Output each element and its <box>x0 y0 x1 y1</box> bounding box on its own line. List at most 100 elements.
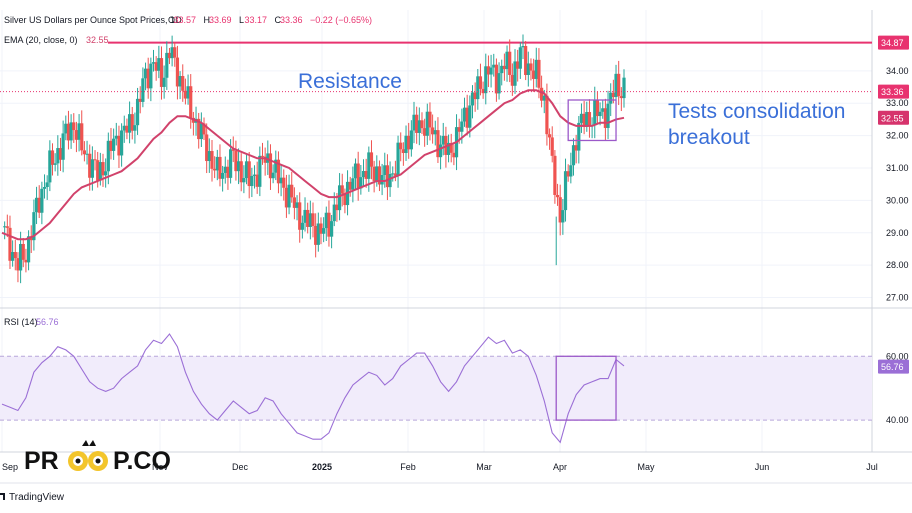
time-axis[interactable]: Sep Nov Dec 2025 Feb Mar Apr May Jun Jul <box>2 462 878 472</box>
candle-body <box>82 150 87 155</box>
candle-body <box>300 222 304 230</box>
candle-body <box>415 114 419 133</box>
rsi-value-badge-text: 56.76 <box>881 362 904 372</box>
candle-body <box>478 76 483 89</box>
time-tick-label: Jun <box>755 462 770 472</box>
candle-body <box>159 58 164 87</box>
candle-body <box>213 168 217 171</box>
candle-body <box>56 148 60 164</box>
candle-body <box>42 187 47 189</box>
consolidation-box <box>567 99 617 142</box>
candle-body <box>545 95 549 135</box>
candle-body <box>223 166 227 173</box>
candle-body <box>598 111 602 117</box>
candle-body <box>452 152 456 158</box>
candle-body <box>106 140 110 172</box>
tradingview-brand[interactable]: TradingView <box>9 492 65 503</box>
rsi-legend-label[interactable]: RSI (14) <box>4 317 38 327</box>
candle-body <box>348 181 352 190</box>
candle-body <box>524 46 528 76</box>
rsi-band <box>0 355 872 421</box>
candle-body <box>446 142 451 155</box>
candle-body <box>518 47 522 69</box>
candle-body <box>125 125 129 133</box>
ema-legend-value: 32.55 <box>86 35 109 45</box>
candle-body <box>271 172 275 179</box>
candle-body <box>335 204 339 211</box>
candle-body <box>26 236 31 263</box>
candle-body <box>279 177 283 184</box>
candle-body <box>574 145 578 151</box>
candle-body <box>85 153 89 155</box>
candle-body <box>367 152 371 179</box>
price-tick-label: 27.00 <box>886 293 909 303</box>
candle-body <box>276 159 281 184</box>
candle-body <box>563 171 568 211</box>
rsi-line <box>1 333 625 444</box>
candle-body <box>143 68 148 79</box>
ohlc-part: H <box>204 15 211 25</box>
candle-body <box>138 98 142 102</box>
ema-legend-label[interactable]: EMA (20, close, 0) <box>4 35 78 45</box>
candle-body <box>388 173 392 188</box>
price-badge-text: 32.55 <box>881 113 904 123</box>
candle-body <box>284 187 289 208</box>
candle-body <box>69 122 73 141</box>
price-badge <box>878 35 909 50</box>
candle-body <box>431 127 435 135</box>
candle-body <box>359 177 363 189</box>
candle-body <box>178 76 182 87</box>
candle-body <box>465 107 469 128</box>
candle-body <box>337 185 342 211</box>
price-axis[interactable]: 34.00 33.00 32.00 31.00 30.00 29.00 28.00 27.00 <box>886 66 909 303</box>
candle-body <box>343 193 347 206</box>
candle-body <box>306 209 310 227</box>
time-tick-label: Feb <box>400 462 416 472</box>
candle-body <box>316 223 320 245</box>
candle-body <box>595 99 600 117</box>
candle-body <box>88 153 92 178</box>
ema-line <box>1 89 625 241</box>
candle-body <box>154 62 158 71</box>
candle-body <box>167 52 172 59</box>
candle-body <box>470 92 475 106</box>
candle-body <box>401 149 405 154</box>
candle-body <box>80 123 84 151</box>
candle-body <box>228 149 233 178</box>
time-tick-label: Sep <box>2 462 18 472</box>
candle-body <box>32 212 36 241</box>
candle-body <box>16 258 20 271</box>
candle-body <box>199 123 203 140</box>
price-labels: 34.87 33.36 32.55 <box>878 35 909 125</box>
candle-body <box>521 46 525 48</box>
price-tick-label: 32.00 <box>886 131 909 141</box>
logo-text-right: P.CO <box>113 447 171 475</box>
candle-body <box>112 138 116 151</box>
symbol-title[interactable]: Silver US Dollars per Ounce Spot Prices,… <box>4 15 182 25</box>
candle-body <box>561 210 565 223</box>
candle-body <box>207 151 211 162</box>
candle-body <box>383 165 387 176</box>
candle-body <box>247 161 251 187</box>
candle-body <box>420 120 424 129</box>
candle-body <box>571 145 576 166</box>
candle-body <box>393 173 398 176</box>
candle-body <box>356 163 360 189</box>
breakout-annotation-line1: Tests consolidation <box>668 100 845 123</box>
candle-body <box>550 137 554 156</box>
candle-body <box>149 63 153 89</box>
candle-body <box>428 111 432 128</box>
candle-body <box>239 161 243 183</box>
candle-body <box>274 159 278 173</box>
time-tick-label: Dec <box>232 462 249 472</box>
candle-body <box>175 57 180 87</box>
candle-body <box>351 178 355 190</box>
candle-body <box>268 153 273 179</box>
candle-body <box>260 155 265 157</box>
candle-body <box>322 228 326 234</box>
candle-body <box>585 112 589 127</box>
candle-body <box>473 92 477 100</box>
candle-body <box>330 221 334 237</box>
candle-body <box>122 125 126 131</box>
